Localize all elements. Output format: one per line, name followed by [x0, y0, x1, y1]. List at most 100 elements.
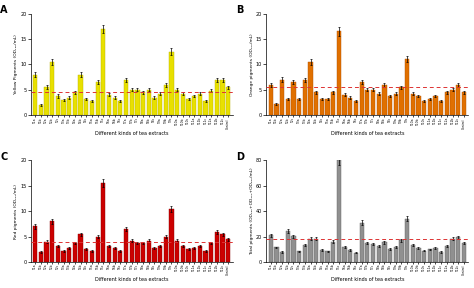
- Bar: [90, 251, 94, 262]
- Bar: [326, 251, 330, 262]
- Bar: [203, 251, 208, 262]
- Bar: [450, 90, 455, 115]
- Bar: [382, 242, 386, 262]
- Bar: [393, 247, 398, 262]
- Bar: [141, 243, 145, 262]
- Bar: [95, 237, 100, 262]
- Text: D: D: [236, 152, 244, 162]
- Bar: [135, 243, 139, 262]
- Bar: [297, 251, 301, 262]
- Y-axis label: Total pigments (OD₁₈₀+OD₄₀₀+OD₅₆₀/mL): Total pigments (OD₁₈₀+OD₄₀₀+OD₅₆₀/mL): [250, 167, 254, 255]
- X-axis label: Different kinds of tea extracts: Different kinds of tea extracts: [330, 277, 404, 283]
- Bar: [118, 251, 122, 262]
- Bar: [405, 59, 409, 115]
- Bar: [220, 80, 225, 115]
- Bar: [186, 249, 191, 262]
- Bar: [376, 246, 381, 262]
- Bar: [286, 231, 290, 262]
- Bar: [456, 237, 460, 262]
- Bar: [309, 238, 313, 262]
- Bar: [303, 80, 307, 115]
- Bar: [405, 219, 409, 262]
- Bar: [462, 92, 466, 115]
- Bar: [79, 75, 83, 115]
- Bar: [50, 62, 55, 115]
- Bar: [410, 94, 415, 115]
- Bar: [348, 250, 352, 262]
- Bar: [274, 247, 279, 262]
- Bar: [297, 99, 301, 115]
- Bar: [124, 80, 128, 115]
- X-axis label: Different kinds of tea extracts: Different kinds of tea extracts: [95, 131, 168, 136]
- Bar: [280, 252, 284, 262]
- Bar: [343, 247, 347, 262]
- Bar: [303, 245, 307, 262]
- Bar: [50, 221, 55, 262]
- Bar: [359, 223, 364, 262]
- Bar: [354, 253, 358, 262]
- Bar: [181, 94, 185, 115]
- Bar: [343, 95, 347, 115]
- Bar: [422, 251, 426, 262]
- Text: A: A: [0, 5, 8, 16]
- Bar: [348, 98, 352, 115]
- Bar: [220, 234, 225, 262]
- Bar: [181, 246, 185, 262]
- Bar: [428, 99, 432, 115]
- Bar: [399, 240, 403, 262]
- Bar: [393, 94, 398, 115]
- Bar: [129, 90, 134, 115]
- Bar: [388, 96, 392, 115]
- Text: C: C: [0, 152, 8, 162]
- Bar: [226, 87, 230, 115]
- Bar: [439, 101, 443, 115]
- Bar: [439, 252, 443, 262]
- Bar: [274, 104, 279, 115]
- Bar: [215, 232, 219, 262]
- Bar: [90, 101, 94, 115]
- Bar: [39, 105, 43, 115]
- Bar: [152, 98, 156, 115]
- Bar: [280, 80, 284, 115]
- Bar: [314, 238, 319, 262]
- Bar: [39, 252, 43, 262]
- Bar: [164, 85, 168, 115]
- X-axis label: Different kinds of tea extracts: Different kinds of tea extracts: [330, 131, 404, 136]
- Text: B: B: [236, 5, 243, 16]
- Bar: [410, 245, 415, 262]
- Bar: [422, 101, 426, 115]
- Bar: [371, 90, 375, 115]
- Bar: [269, 85, 273, 115]
- Bar: [371, 244, 375, 262]
- Bar: [450, 238, 455, 262]
- Bar: [354, 101, 358, 115]
- Bar: [146, 241, 151, 262]
- Bar: [158, 94, 162, 115]
- Bar: [33, 75, 37, 115]
- Bar: [388, 249, 392, 262]
- Bar: [399, 87, 403, 115]
- Bar: [56, 96, 60, 115]
- Bar: [433, 96, 438, 115]
- Bar: [164, 237, 168, 262]
- Bar: [292, 82, 296, 115]
- Bar: [292, 236, 296, 262]
- Bar: [107, 95, 111, 115]
- Bar: [152, 248, 156, 262]
- Bar: [337, 160, 341, 262]
- Bar: [101, 29, 105, 115]
- Bar: [198, 94, 202, 115]
- Bar: [226, 239, 230, 262]
- Bar: [433, 248, 438, 262]
- Bar: [124, 229, 128, 262]
- Bar: [175, 90, 179, 115]
- Bar: [141, 92, 145, 115]
- Bar: [309, 62, 313, 115]
- Bar: [359, 82, 364, 115]
- Bar: [331, 242, 336, 262]
- Bar: [146, 90, 151, 115]
- Bar: [203, 101, 208, 115]
- Bar: [84, 99, 89, 115]
- Bar: [62, 251, 66, 262]
- Bar: [95, 82, 100, 115]
